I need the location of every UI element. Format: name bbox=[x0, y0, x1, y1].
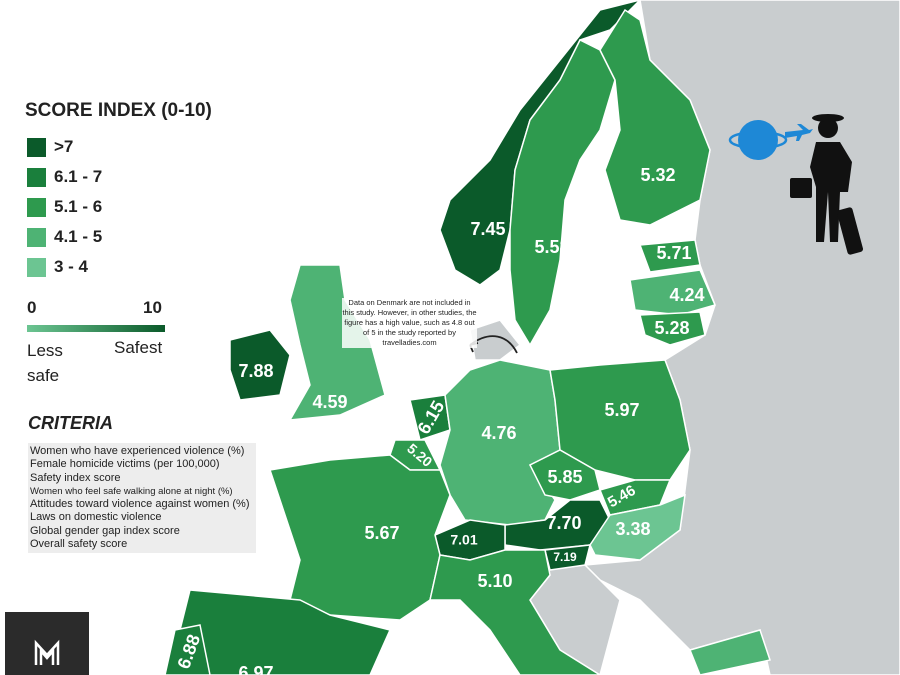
legend-item: 5.1 - 6 bbox=[27, 192, 102, 222]
score: 4.59 bbox=[312, 392, 347, 412]
score: 7.01 bbox=[450, 532, 477, 548]
logo bbox=[5, 612, 89, 675]
country bbox=[688, 629, 771, 675]
score: 7.19 bbox=[553, 550, 577, 564]
denmark bbox=[469, 319, 522, 361]
country bbox=[429, 549, 602, 675]
score: 4.76 bbox=[481, 423, 516, 443]
legend-title: SCORE INDEX (0-10) bbox=[25, 100, 212, 121]
scale-high-label: Safest bbox=[114, 338, 163, 357]
score: 5.28 bbox=[654, 318, 689, 338]
score: 7.88 bbox=[238, 361, 273, 381]
score: 5.32 bbox=[640, 165, 675, 185]
score: 5.85 bbox=[547, 467, 582, 487]
scale-max: 10 bbox=[143, 298, 162, 317]
legend-label: 6.1 - 7 bbox=[54, 167, 103, 186]
criteria-list: Women who have experienced violence (%) F… bbox=[28, 443, 256, 554]
score: 7.70 bbox=[546, 513, 581, 533]
criteria-item: Women who have experienced violence (%) bbox=[30, 445, 245, 457]
score: 5.58 bbox=[534, 237, 569, 257]
country bbox=[229, 329, 291, 401]
country bbox=[599, 8, 711, 226]
criteria-item: Global gender gap index score bbox=[30, 524, 180, 537]
legend-label: 4.1 - 5 bbox=[54, 227, 103, 246]
legend-label: 3 - 4 bbox=[54, 257, 89, 276]
legend: >7 6.1 - 7 5.1 - 6 4.1 - 5 3 - 4 bbox=[27, 132, 102, 282]
legend-label: 5.1 - 6 bbox=[54, 197, 103, 216]
score: 4.24 bbox=[669, 285, 704, 305]
legend-label: >7 bbox=[54, 137, 74, 156]
country bbox=[589, 493, 686, 561]
criteria-item: Female homicide victims (per 100,000) bbox=[30, 458, 220, 471]
country bbox=[439, 0, 642, 286]
legend-item: >7 bbox=[27, 132, 102, 162]
score: 7.45 bbox=[470, 219, 505, 239]
score: 5.97 bbox=[604, 400, 639, 420]
score: 5.67 bbox=[364, 523, 399, 543]
country bbox=[638, 239, 701, 273]
score: 5.71 bbox=[656, 243, 691, 263]
score: 6.97 bbox=[238, 663, 273, 675]
scale-low-label: Less safe bbox=[27, 341, 63, 385]
legend-item: 4.1 - 5 bbox=[27, 222, 102, 252]
scale-bar bbox=[27, 325, 165, 332]
traveler-silhouette bbox=[790, 114, 864, 255]
legend-swatch bbox=[27, 137, 46, 157]
scale-min: 0 bbox=[27, 298, 37, 317]
legend-swatch bbox=[27, 227, 46, 247]
country bbox=[629, 269, 717, 316]
globe-icon bbox=[728, 120, 813, 160]
criteria-item: Attitudes toward violence against women … bbox=[30, 498, 250, 511]
score: 3.38 bbox=[615, 519, 650, 539]
legend-item: 3 - 4 bbox=[27, 252, 102, 282]
legend-swatch bbox=[27, 167, 46, 187]
country bbox=[288, 264, 386, 421]
country bbox=[164, 624, 211, 675]
country bbox=[269, 454, 451, 621]
criteria-item: Overall safety score bbox=[30, 538, 128, 551]
criteria-item: Women who feel safe walking alone at nig… bbox=[30, 485, 233, 497]
note: Data on Denmark are not included in this… bbox=[342, 298, 477, 348]
country bbox=[509, 38, 616, 347]
legend-swatch bbox=[27, 257, 46, 277]
legend-item: 6.1 - 7 bbox=[27, 162, 102, 192]
country bbox=[639, 311, 706, 346]
criteria-item: Safety index score bbox=[30, 471, 121, 484]
criteria-item: Laws on domestic violence bbox=[30, 511, 162, 524]
legend-swatch bbox=[27, 197, 46, 217]
criteria-title: CRITERIA bbox=[28, 413, 113, 433]
land bbox=[164, 0, 900, 675]
country bbox=[439, 359, 561, 526]
score: 5.10 bbox=[477, 571, 512, 591]
